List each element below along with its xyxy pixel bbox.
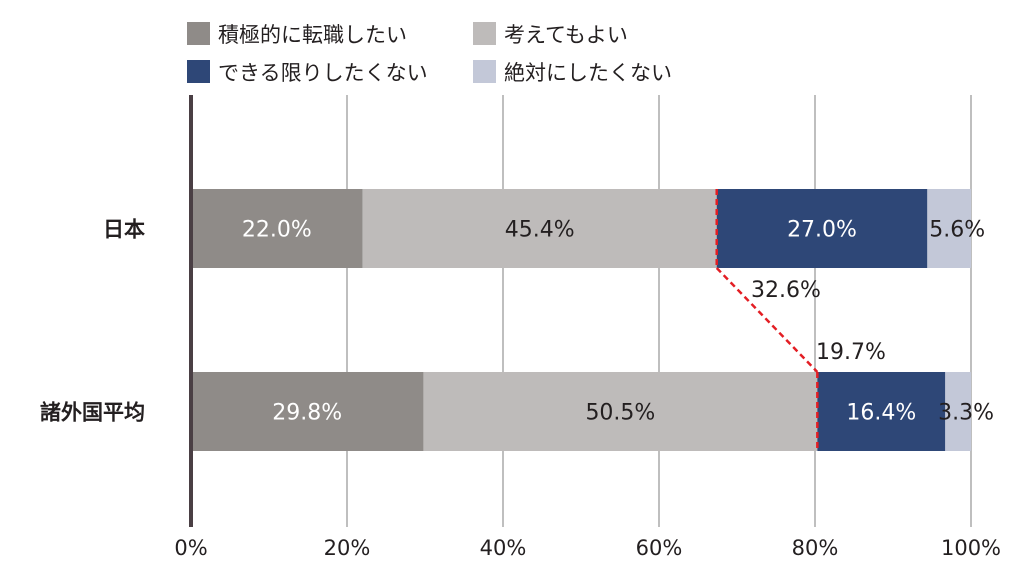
x-tick-label: 80% xyxy=(792,536,839,560)
legend-swatch xyxy=(187,22,210,45)
data-label: 50.5% xyxy=(585,401,655,426)
bar-segment xyxy=(927,189,971,268)
data-label: 16.4% xyxy=(846,401,916,426)
legend-label: できる限りしたくない xyxy=(218,61,428,85)
bar-segment xyxy=(945,372,971,451)
data-label: 45.4% xyxy=(505,218,575,243)
connector-line xyxy=(715,267,819,373)
x-tick-label: 20% xyxy=(324,536,371,560)
legend-swatch xyxy=(187,60,210,83)
data-label: 5.6% xyxy=(929,218,985,243)
legend-swatch xyxy=(473,22,496,45)
bar-segment xyxy=(716,189,928,268)
data-label: 29.8% xyxy=(272,401,342,426)
legend-label: 考えてもよい xyxy=(504,23,628,47)
data-label: 27.0% xyxy=(787,218,857,243)
data-label: 22.0% xyxy=(242,218,312,243)
x-tick-label: 40% xyxy=(480,536,527,560)
bar-segment xyxy=(191,372,424,451)
connector-label: 19.7% xyxy=(816,340,886,365)
category-label: 諸外国平均 xyxy=(40,401,145,425)
legend-label: 積極的に転職したい xyxy=(218,23,407,47)
category-label: 日本 xyxy=(103,218,145,242)
bar-segment xyxy=(817,372,946,451)
bar-segment xyxy=(191,189,363,268)
connector-label: 32.6% xyxy=(751,278,821,303)
bar-segment xyxy=(362,189,717,268)
bar-segment xyxy=(423,372,818,451)
legend-label: 絶対にしたくない xyxy=(504,61,672,85)
x-tick-label: 100% xyxy=(941,536,1001,560)
data-label: 3.3% xyxy=(938,401,994,426)
x-tick-label: 60% xyxy=(636,536,683,560)
legend-swatch xyxy=(473,60,496,83)
x-tick-label: 0% xyxy=(174,536,207,560)
